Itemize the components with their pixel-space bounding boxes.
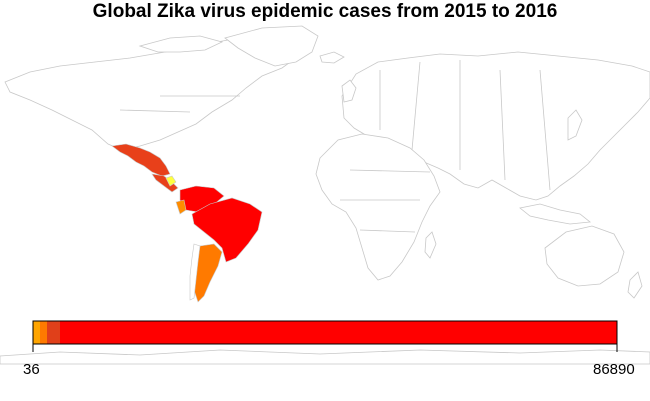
zika-countries xyxy=(111,143,263,303)
greenland-shape xyxy=(224,25,319,67)
north-america-shape xyxy=(4,39,297,151)
japan-shape xyxy=(567,109,583,141)
color-legend xyxy=(32,320,618,352)
mexico-shape xyxy=(111,143,171,177)
caribbean-highlight-shape xyxy=(165,175,177,187)
legend-segment-1 xyxy=(33,321,40,344)
legend-min-label: 36 xyxy=(23,361,40,378)
legend-segment-2 xyxy=(40,321,47,344)
ecuador-shape xyxy=(175,199,187,215)
uk-shape xyxy=(341,79,357,103)
brazil-shape xyxy=(191,197,263,263)
new-zealand-shape xyxy=(627,271,643,299)
antarctica-shape xyxy=(0,349,650,365)
indonesia-shape xyxy=(519,203,592,225)
legend-segment-3 xyxy=(47,321,60,344)
legend-segment-4 xyxy=(60,321,617,344)
australia-shape xyxy=(544,225,625,287)
madagascar-shape xyxy=(424,231,437,259)
iceland-shape xyxy=(319,51,345,64)
africa-shape xyxy=(315,133,441,281)
central-america-shape xyxy=(151,173,179,193)
base-land xyxy=(0,25,650,365)
country-borders xyxy=(119,60,551,233)
arctic-islands-shape xyxy=(138,35,224,53)
legend-max-label: 86890 xyxy=(593,361,635,378)
map-title: Global Zika virus epidemic cases from 20… xyxy=(92,1,558,22)
chile-shape xyxy=(189,243,201,301)
legend-frame xyxy=(32,320,618,345)
